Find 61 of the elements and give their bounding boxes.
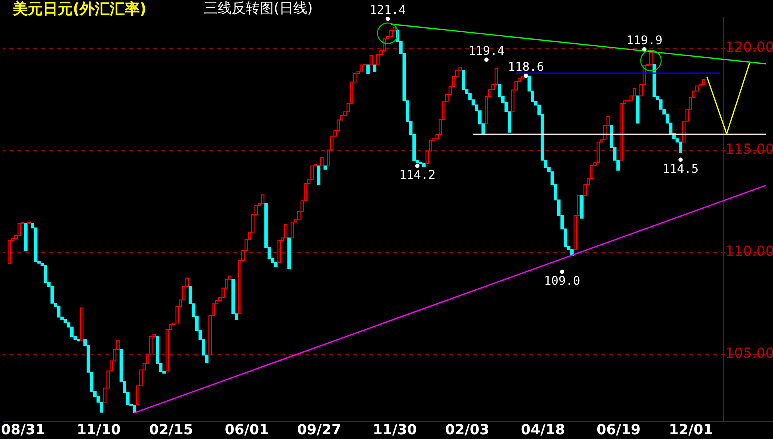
bar bbox=[261, 194, 265, 204]
bar bbox=[620, 103, 624, 161]
x-tick-label: 02/03 bbox=[445, 422, 490, 438]
chart-subtitle: 三线反转图(日线) bbox=[204, 1, 313, 17]
x-tick-label: 12/01 bbox=[669, 422, 714, 438]
bar bbox=[24, 223, 28, 252]
bar bbox=[8, 240, 12, 264]
x-tick-label: 06/19 bbox=[596, 422, 641, 438]
bar bbox=[290, 222, 294, 239]
bar bbox=[462, 70, 466, 90]
point bbox=[415, 164, 420, 168]
data-label: 114.2 bbox=[400, 168, 436, 182]
point bbox=[678, 158, 683, 162]
bar bbox=[650, 52, 653, 66]
bar bbox=[370, 55, 374, 66]
data-label: 118.6 bbox=[508, 60, 544, 74]
bar bbox=[366, 64, 370, 74]
bar bbox=[80, 308, 84, 341]
bar bbox=[44, 265, 48, 284]
bar bbox=[278, 240, 282, 264]
bar bbox=[633, 88, 636, 97]
data-label: 119.9 bbox=[626, 34, 663, 48]
bar bbox=[50, 286, 54, 304]
data-label: 121.4 bbox=[370, 3, 406, 18]
bar bbox=[288, 238, 291, 270]
point bbox=[484, 58, 489, 62]
bar bbox=[390, 30, 393, 38]
bar bbox=[57, 306, 61, 318]
x-tick-label: 11/30 bbox=[373, 422, 418, 438]
bar bbox=[702, 79, 706, 85]
point bbox=[640, 50, 662, 72]
data-label: 119.4 bbox=[468, 44, 505, 58]
x-tick-label: 11/10 bbox=[76, 422, 122, 438]
x-tick-label: 04/18 bbox=[521, 422, 566, 438]
bar bbox=[320, 157, 324, 167]
bar bbox=[636, 96, 640, 124]
bar bbox=[360, 64, 364, 72]
point bbox=[642, 48, 647, 52]
data-label: 109.0 bbox=[544, 274, 580, 288]
x-tick-label: 06/01 bbox=[224, 422, 270, 438]
bar bbox=[422, 163, 426, 168]
chart-title: 美元日元(外汇汇率) bbox=[12, 0, 147, 18]
bar bbox=[70, 326, 74, 337]
bar bbox=[274, 262, 278, 268]
point bbox=[377, 22, 399, 44]
x-tick-label: 08/31 bbox=[1, 422, 46, 438]
bar bbox=[317, 166, 321, 186]
bar bbox=[679, 142, 683, 154]
bar bbox=[383, 38, 386, 52]
point bbox=[560, 270, 564, 274]
bar bbox=[132, 405, 136, 414]
x-tick-label: 02/15 bbox=[149, 422, 194, 438]
data-label: 114.5 bbox=[662, 162, 699, 176]
bar bbox=[373, 64, 377, 72]
bar bbox=[596, 142, 600, 164]
bar bbox=[324, 166, 328, 170]
point bbox=[386, 17, 390, 22]
bar bbox=[521, 76, 525, 80]
bar bbox=[580, 195, 584, 219]
bar bbox=[64, 319, 68, 324]
x-tick-label: 09/27 bbox=[297, 422, 342, 438]
